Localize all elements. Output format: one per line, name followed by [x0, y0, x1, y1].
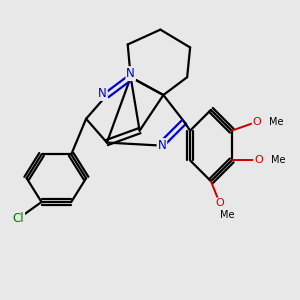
Text: N: N: [126, 67, 135, 80]
Text: Me: Me: [269, 117, 284, 127]
Text: N: N: [98, 87, 107, 100]
Text: O: O: [254, 155, 263, 165]
Text: Cl: Cl: [13, 212, 24, 225]
Text: Me: Me: [271, 155, 286, 165]
Text: Me: Me: [220, 210, 234, 220]
Text: O: O: [215, 199, 224, 208]
Text: O: O: [253, 117, 261, 127]
Text: N: N: [158, 139, 166, 152]
